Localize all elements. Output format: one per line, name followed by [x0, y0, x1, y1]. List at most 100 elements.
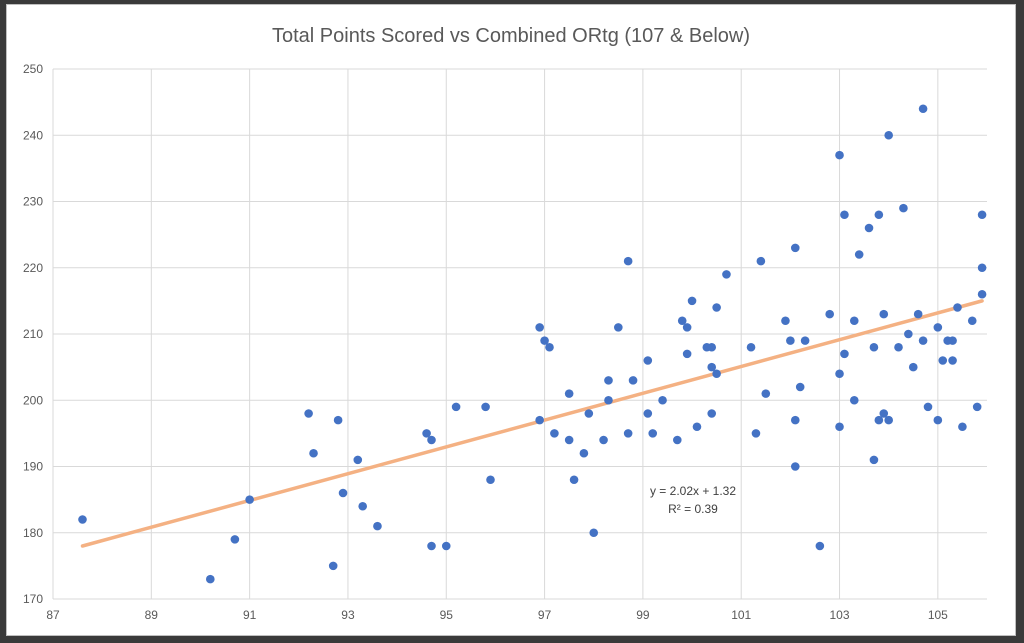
trendline-group	[80, 299, 984, 548]
data-point	[604, 376, 613, 385]
x-tick-label: 97	[538, 608, 552, 622]
data-point	[658, 395, 667, 405]
data-point	[707, 342, 717, 352]
data-point	[451, 402, 461, 412]
data-point	[584, 409, 594, 418]
data-point	[707, 362, 717, 372]
data-point	[422, 429, 431, 438]
data-point	[933, 415, 943, 425]
data-point	[373, 521, 382, 531]
data-point	[977, 263, 987, 273]
data-point	[673, 435, 682, 445]
data-point	[550, 429, 559, 438]
data-point	[849, 316, 859, 326]
data-point	[790, 462, 800, 471]
data-point	[643, 409, 653, 418]
data-point	[427, 541, 436, 551]
data-point	[977, 210, 987, 220]
y-tick-label: 170	[23, 592, 43, 606]
data-point	[338, 488, 348, 498]
data-point	[628, 376, 638, 385]
data-point	[304, 409, 313, 418]
data-point	[918, 336, 928, 345]
data-point	[535, 323, 544, 332]
data-point	[840, 349, 849, 359]
data-point	[569, 475, 579, 485]
x-tick-label: 105	[928, 608, 948, 622]
data-point	[712, 303, 721, 312]
y-tick-label: 180	[23, 526, 43, 540]
data-point	[899, 203, 908, 213]
data-point	[677, 316, 687, 326]
y-tick-label: 220	[23, 261, 43, 275]
data-point	[78, 515, 87, 524]
data-point	[864, 223, 874, 233]
data-point	[623, 429, 633, 438]
data-point	[835, 369, 844, 379]
data-point	[849, 395, 859, 405]
data-point	[790, 243, 800, 253]
data-point	[692, 422, 702, 432]
data-point	[614, 323, 623, 332]
y-tick-label: 230	[23, 195, 43, 209]
data-point	[869, 455, 879, 465]
chart-frame: Total Points Scored vs Combined ORtg (10…	[6, 4, 1016, 636]
data-point	[977, 289, 987, 299]
data-point	[535, 415, 544, 425]
data-point	[884, 130, 893, 140]
y-tick-label: 190	[23, 460, 43, 474]
scatter-plot: 170 180 190 200 210 220 230 240 250 87 89 91 93 95 97 9…	[23, 62, 987, 622]
x-tick-label: 93	[341, 608, 355, 622]
gridlines	[52, 68, 987, 600]
data-point	[786, 336, 795, 345]
data-point	[540, 336, 549, 345]
data-point	[761, 389, 771, 398]
data-point	[751, 429, 761, 438]
x-tick-label: 101	[731, 608, 751, 622]
data-point	[712, 369, 721, 379]
data-point	[353, 455, 363, 465]
data-point	[206, 574, 215, 584]
data-point	[682, 349, 692, 359]
data-point	[967, 316, 977, 326]
data-point	[933, 323, 943, 332]
data-point	[245, 495, 254, 504]
data-point	[309, 448, 318, 458]
data-point	[481, 402, 490, 412]
x-tick-label: 103	[830, 608, 850, 622]
data-point	[958, 422, 967, 432]
data-point	[835, 422, 844, 432]
data-point	[884, 415, 893, 425]
data-point	[913, 309, 923, 319]
data-point	[682, 323, 692, 332]
data-point	[564, 435, 574, 445]
tick-labels: 170 180 190 200 210 220 230 240 250 87 89 91 93 95 97 9…	[23, 62, 948, 622]
data-point	[908, 362, 918, 372]
data-point	[918, 104, 928, 114]
y-tick-label: 250	[23, 62, 43, 76]
data-point	[486, 475, 495, 485]
data-point	[879, 309, 889, 319]
data-point	[781, 316, 790, 326]
data-point	[938, 356, 948, 365]
data-point	[854, 250, 864, 259]
data-point	[589, 528, 599, 538]
data-point	[869, 342, 879, 352]
data-point	[328, 561, 338, 571]
data-point	[230, 535, 240, 544]
data-point	[953, 303, 962, 312]
data-point	[599, 435, 608, 445]
y-tick-label: 210	[23, 327, 43, 341]
data-point	[948, 336, 957, 345]
data-point	[879, 409, 889, 418]
x-tick-label: 89	[145, 608, 159, 622]
data-point	[333, 415, 343, 425]
x-tick-label: 99	[636, 608, 650, 622]
data-point	[564, 389, 574, 398]
data-point	[579, 448, 589, 458]
x-tick-label: 95	[440, 608, 454, 622]
data-point	[835, 150, 844, 160]
data-point	[427, 435, 436, 445]
data-point	[874, 415, 884, 425]
data-point	[648, 429, 658, 438]
